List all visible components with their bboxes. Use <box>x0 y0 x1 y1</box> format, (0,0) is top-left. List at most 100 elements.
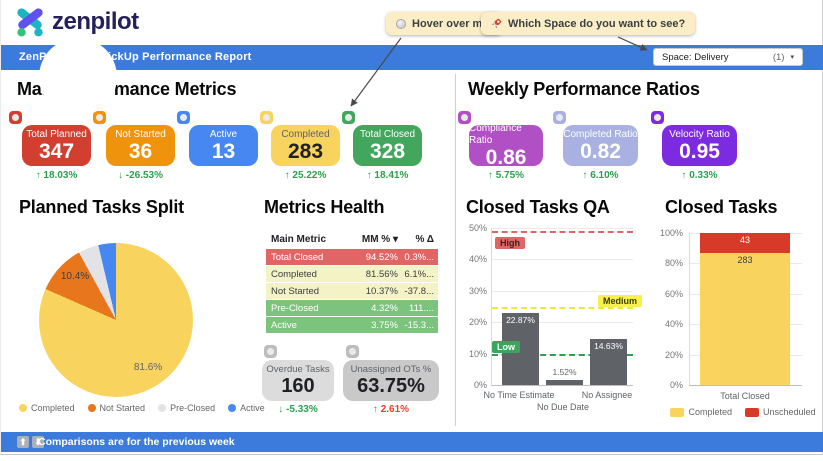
donut-hole <box>39 38 117 116</box>
scorecard-total-planned: Total Planned 347 <box>22 125 91 166</box>
bar-no-time-estimate[interactable]: 22.87% <box>502 313 539 385</box>
gray-circle-icon <box>396 18 406 29</box>
table-row: Total Closed 94.52% 0.3%... <box>266 249 438 265</box>
bar-value-label: 14.63% <box>594 341 623 352</box>
stacked-segment-unscheduled[interactable]: 43 <box>700 233 790 253</box>
zenpilot-logo-icon <box>17 8 43 37</box>
vertical-divider <box>455 74 456 426</box>
hover-note-text: Hover over me! <box>412 17 493 30</box>
legend-swatch-completed <box>670 407 685 417</box>
delta-overdue: ↓ -5.33% <box>278 404 318 415</box>
scorecard-label: Overdue Tasks <box>266 364 330 375</box>
stacked-bar-total-closed[interactable]: 43 283 <box>700 233 790 385</box>
metric-selector-icon-total-planned[interactable] <box>9 111 22 124</box>
rocket-icon <box>491 18 502 29</box>
ct-xlabel: Total Closed <box>720 391 770 401</box>
scorecard-value: 63.75% <box>357 375 425 397</box>
legend-label: Completed <box>688 407 732 417</box>
table-header: Main Metric MM % ▾ % Δ <box>266 231 438 247</box>
scorecard-value: 0.86 <box>485 145 527 169</box>
ct-ytick: 100% <box>659 228 683 238</box>
donut-label-completed: 81.6% <box>133 362 163 373</box>
space-note-text: Which Space do you want to see? <box>508 17 686 30</box>
legend-dot-completed <box>19 404 27 412</box>
footer-bar: ⬆ ⬇ Comparisons are for the previous wee… <box>1 432 823 452</box>
segment-value-label: 43 <box>739 235 750 245</box>
legend-dot-pre-closed <box>158 404 167 412</box>
reference-line-high <box>492 231 633 233</box>
metric-selector-icon-completed-ratio[interactable] <box>553 111 566 124</box>
arrow-up-icon: ⬆ <box>17 436 29 448</box>
scorecard-label: Completed Ratio <box>563 128 638 140</box>
legend-dot-active <box>228 404 237 412</box>
table-row: Not Started 10.37% -37.8... <box>266 283 438 299</box>
footer-note: Comparisons are for the previous week <box>38 436 235 448</box>
metric-selector-icon-not-started[interactable] <box>93 111 106 124</box>
delta-compliance: ↑ 5.75% <box>487 170 525 181</box>
metric-selector-icon-compliance[interactable] <box>458 111 471 124</box>
delta-velocity: ↑ 0.33% <box>681 170 718 181</box>
legend-swatch-unscheduled <box>744 407 759 417</box>
logo-wordmark: zenpilot <box>52 8 139 35</box>
metric-selector-icon-total-closed[interactable] <box>342 111 355 124</box>
table-row: Completed 81.56% 6.1%... <box>266 266 438 282</box>
table-row: Active 3.75% -15.3... <box>266 317 438 333</box>
metric-selector-icon-active[interactable] <box>177 111 190 124</box>
scorecard-not-started: Not Started 36 <box>106 125 175 166</box>
stacked-segment-completed[interactable]: 283 <box>700 253 790 385</box>
metric-selector-icon-unassigned[interactable] <box>346 345 359 358</box>
donut-label-not-started: 10.4% <box>60 271 90 282</box>
qa-xlabel: No Assignee <box>581 390 633 400</box>
delta-completed-ratio: ↑ 6.10% <box>582 170 619 181</box>
scorecard-velocity-ratio: Velocity Ratio 0.95 <box>662 125 737 166</box>
scorecard-value: 0.95 <box>679 139 720 163</box>
legend-label: Not Started <box>99 403 146 413</box>
scorecard-value: 160 <box>281 375 315 397</box>
arrow-down-icon: ⬇ <box>32 436 44 448</box>
ref-badge-high: High <box>495 237 525 249</box>
qa-xlabel: No Time Estimate <box>483 390 555 400</box>
column-header-delta[interactable]: % Δ <box>415 233 435 245</box>
reference-line-low <box>492 353 633 356</box>
bar-value-label: 1.52% <box>552 367 577 378</box>
delta-not-started: ↓ -26.53% <box>117 170 164 181</box>
space-filter-dropdown[interactable]: Space: Delivery (1) ▾ <box>653 48 803 66</box>
hover-note-tooltip: Hover over me! <box>386 12 503 35</box>
scorecard-value: 328 <box>369 139 406 163</box>
scorecard-value: 13 <box>211 139 236 163</box>
ct-ytick: 20% <box>664 350 683 360</box>
legend-label: Pre-Closed <box>170 403 216 413</box>
ref-badge-low: Low <box>492 341 520 353</box>
weekly-ratios-heading: Weekly Performance Ratios <box>468 79 700 99</box>
ct-ytick: 40% <box>664 319 683 329</box>
space-filter-value: Delivery <box>694 51 729 63</box>
scorecard-value: 0.82 <box>580 139 621 163</box>
segment-value-label: 283 <box>737 255 753 265</box>
column-header-mm-percent[interactable]: MM % ▾ <box>361 233 398 245</box>
scorecard-label: Active <box>209 128 238 140</box>
delta-total-planned: ↑ 18.03% <box>35 170 78 181</box>
ct-ytick: 80% <box>664 258 683 268</box>
zenpilot-logo: zenpilot <box>15 7 139 37</box>
scorecard-value: 36 <box>128 139 153 163</box>
space-filter-count: (1) <box>772 51 785 63</box>
scorecard-value: 347 <box>38 139 75 163</box>
metric-selector-icon-velocity[interactable] <box>651 111 664 124</box>
chevron-down-icon: ▾ <box>790 54 794 61</box>
legend-label: Completed <box>31 403 75 413</box>
ct-ytick: 0% <box>669 380 683 390</box>
bar-no-due-date[interactable]: 1.52% <box>546 367 583 385</box>
metric-selector-icon-completed[interactable] <box>260 111 273 124</box>
planned-split-donut[interactable] <box>39 243 193 397</box>
scorecard-overdue-tasks: Overdue Tasks 160 <box>262 360 334 401</box>
scorecard-total-closed: Total Closed 328 <box>353 125 422 166</box>
bar-value-label: 22.87% <box>506 315 535 326</box>
legend-label: Unscheduled <box>762 407 816 417</box>
metric-selector-icon-overdue[interactable] <box>264 345 277 358</box>
scorecard-completed: Completed 283 <box>271 125 340 166</box>
qa-ytick: 30% <box>468 286 487 296</box>
scorecard-label: Not Started <box>115 128 166 140</box>
bar-no-assignee[interactable]: 14.63% <box>590 339 627 385</box>
